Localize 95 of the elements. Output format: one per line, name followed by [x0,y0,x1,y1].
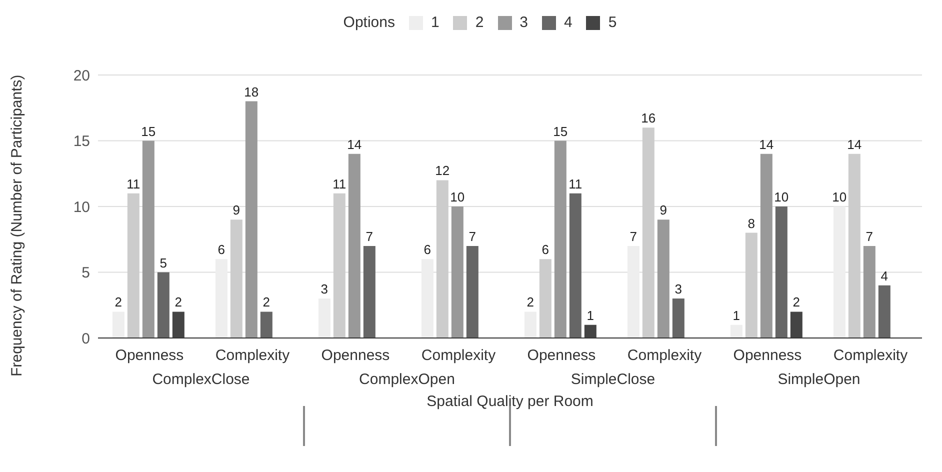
data-label: 5 [160,255,168,270]
x-tick-label: Complexity [627,347,702,364]
y-tick-label: 10 [73,198,90,216]
bar [642,128,654,338]
data-label: 8 [748,216,756,231]
x-tick-label: Openness [733,347,802,364]
data-label: 18 [244,84,259,100]
bar [848,154,860,338]
legend-label: 3 [520,14,528,31]
legend-label: 2 [475,14,484,31]
bar [584,324,596,338]
data-label: 6 [424,242,432,258]
data-label: 4 [880,268,888,284]
x-tick-label: Openness [321,347,390,364]
bar [672,298,684,338]
bar [790,312,802,338]
bar [539,259,552,338]
bar [878,285,890,338]
data-label: 3 [674,282,682,297]
bar [348,154,360,338]
x-tick-label: Openness [527,347,596,364]
bar [627,246,640,338]
x-tick-label: Openness [115,347,184,364]
text: SimpleOpen [778,371,860,388]
data-label: 12 [435,163,450,178]
x-tick-label: Complexity [215,347,290,364]
y-tick-label: 20 [73,67,90,84]
bar [333,193,346,338]
data-label: 3 [320,282,328,297]
bar [436,180,448,338]
legend-label: 4 [564,14,572,31]
bar [363,246,376,338]
text: ComplexClose [152,371,250,388]
data-label: 1 [732,308,740,323]
bar [524,312,536,338]
y-axis-title: Frequency of Rating (Number of Participants) [8,74,26,376]
legend-label: 5 [608,14,617,31]
data-label: 6 [218,242,226,258]
bar [466,246,478,338]
bar [245,101,258,338]
data-label: 15 [553,124,568,139]
data-label: 10 [450,190,465,204]
data-label: 6 [542,242,550,258]
data-label: 7 [630,228,638,244]
data-label: 2 [526,294,534,310]
bar [112,312,124,338]
bar [172,312,184,338]
legend-label: 1 [430,14,440,31]
data-label: 7 [468,228,476,244]
bar [863,246,876,338]
data-label: 2 [174,294,182,310]
bar [775,206,788,338]
bar [127,193,140,338]
data-label: 16 [641,110,656,126]
bar [215,259,228,338]
bar [554,140,566,338]
data-label: 10 [832,190,847,204]
y-tick-label: 0 [82,330,90,348]
data-label: 2 [114,294,122,310]
bar [657,220,670,338]
data-label: 2 [792,294,800,310]
bar [421,259,434,338]
x-tick-label: Complexity [833,347,908,364]
bar [833,206,846,338]
bar [760,154,772,338]
text: ComplexOpen [359,371,455,388]
data-label: 7 [366,228,374,244]
y-tick-label: 15 [73,133,90,150]
data-label: 11 [568,176,582,192]
bar [157,272,170,338]
bar [730,324,742,338]
data-label: 14 [759,136,774,152]
x-axis-title: Spatial Quality per Room [426,393,594,410]
bar [569,193,582,338]
data-label: 7 [866,228,874,244]
bar [230,220,242,338]
text: SimpleClose [570,371,656,388]
bar [745,232,758,338]
data-label: 2 [262,294,270,310]
data-label: 10 [774,190,789,204]
data-label: 15 [141,124,156,139]
data-label: 14 [347,136,362,152]
bar [142,140,154,338]
y-tick-label: 5 [82,264,90,282]
data-label: 11 [332,176,346,192]
bar [451,206,464,338]
x-tick-label: Complexity [421,347,496,364]
data-label: 14 [847,136,862,152]
data-label: 11 [126,176,140,192]
legend-title: Options [343,14,395,31]
data-label: 1 [586,308,594,323]
bar [318,298,330,338]
data-label: 9 [660,202,668,218]
bar [260,312,272,338]
data-label: 9 [232,202,240,218]
